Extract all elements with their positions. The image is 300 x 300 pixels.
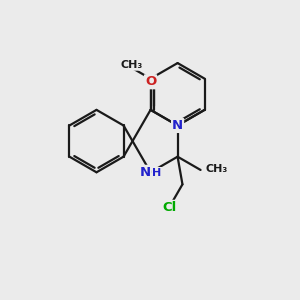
- Text: N: N: [140, 166, 151, 179]
- Text: CH₃: CH₃: [205, 164, 227, 174]
- Text: O: O: [145, 75, 156, 88]
- Text: H: H: [152, 168, 162, 178]
- Text: Cl: Cl: [162, 201, 176, 214]
- Text: N: N: [172, 119, 183, 132]
- Text: CH₃: CH₃: [121, 60, 143, 70]
